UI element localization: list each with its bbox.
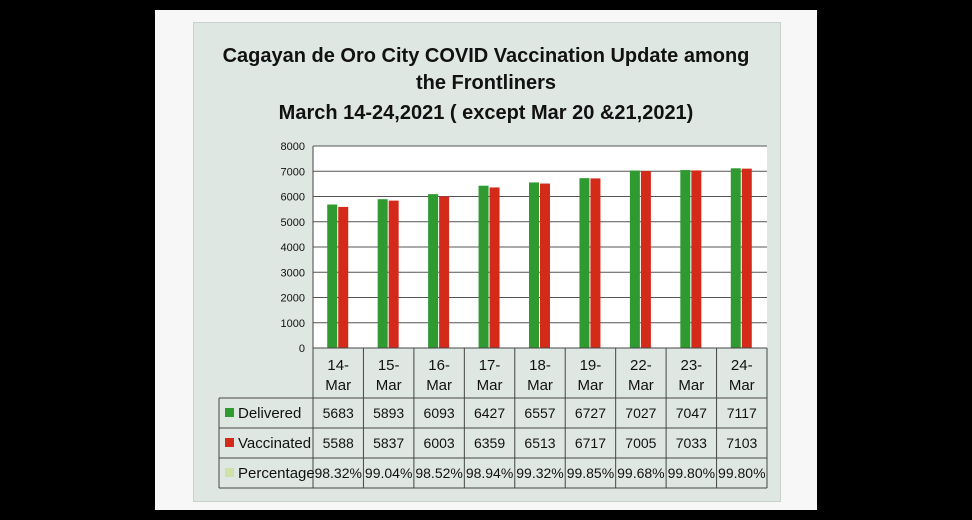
legend-label-delivered: Delivered [238, 405, 301, 422]
table-cell: 7033 [676, 435, 707, 451]
x-tick-label-day: 23- [680, 357, 702, 374]
bar-vaccinated [741, 168, 752, 348]
x-tick-label-day: 19- [580, 357, 602, 374]
x-tick-label-day: 24- [731, 357, 753, 374]
table-cell: 6557 [524, 405, 555, 421]
table-cell: 99.68% [617, 465, 664, 481]
table-cell: 7117 [727, 405, 757, 421]
y-tick-label: 2000 [281, 293, 305, 305]
x-tick-label-month: Mar [477, 377, 503, 394]
bar-vaccinated [640, 171, 651, 348]
y-tick-label: 7000 [281, 166, 305, 178]
chart-title-line-2: the Frontliners [415, 72, 556, 94]
table-cell: 5588 [323, 435, 354, 451]
table-cell: 99.80% [718, 465, 765, 481]
legend-key-percentage [225, 468, 234, 477]
x-tick-label-month: Mar [376, 377, 402, 394]
table-cell: 7027 [625, 405, 656, 421]
bar-delivered [680, 170, 691, 348]
table-cell: 7047 [676, 405, 707, 421]
table-cell: 6513 [524, 435, 555, 451]
x-tick-label-month: Mar [325, 377, 351, 394]
table-cell: 98.32% [314, 465, 361, 481]
bar-delivered [377, 199, 388, 348]
x-tick-label-month: Mar [678, 377, 704, 394]
y-tick-label: 4000 [281, 242, 305, 254]
x-tick-label-month: Mar [527, 377, 553, 394]
x-tick-label-month: Mar [729, 377, 755, 394]
x-tick-label-month: Mar [426, 377, 452, 394]
x-tick-label-day: 15- [378, 357, 400, 374]
table-cell: 99.85% [567, 465, 614, 481]
x-tick-label-day: 18- [529, 357, 551, 374]
bar-delivered [478, 185, 489, 348]
y-tick-label: 0 [299, 343, 305, 355]
bar-delivered [629, 170, 640, 348]
table-cell: 99.80% [668, 465, 715, 481]
table-cell: 99.32% [516, 465, 563, 481]
x-tick-label-month: Mar [578, 377, 604, 394]
legend-label-vaccinated: Vaccinated [238, 435, 311, 452]
slide: Cagayan de Oro City COVID Vaccination Up… [155, 10, 817, 510]
table-cell: 5893 [373, 405, 404, 421]
table-cell: 6717 [575, 435, 606, 451]
bar-vaccinated [590, 178, 601, 348]
y-tick-label: 6000 [281, 192, 305, 204]
bar-delivered [529, 182, 539, 348]
table-cell: 6427 [474, 405, 505, 421]
table-cell: 6093 [424, 405, 455, 421]
table-cell: 7103 [726, 435, 757, 451]
bar-chart: 0 1000 2000 3000 4000 5000 6000 7000 8000 14- Mar 1… [218, 141, 768, 489]
bar-delivered [428, 194, 439, 348]
y-tick-label: 3000 [281, 267, 305, 279]
y-tick-label: 8000 [281, 141, 305, 153]
legend-label-percentage: Percentage [238, 465, 315, 482]
table-cell: 7005 [625, 435, 656, 451]
bar-vaccinated [691, 170, 702, 348]
x-tick-label-month: Mar [628, 377, 654, 394]
table-cell: 98.94% [466, 465, 513, 481]
x-tick-label-day: 22- [630, 357, 652, 374]
bar-vaccinated [338, 206, 349, 348]
table-cell: 5837 [373, 435, 404, 451]
bar-vaccinated [489, 187, 500, 348]
table-cell: 6003 [424, 435, 455, 451]
bar-delivered [579, 178, 590, 348]
legend-key-vaccinated [225, 438, 234, 447]
chart-title-line-1: Cagayan de Oro City COVID Vaccination Up… [222, 45, 750, 67]
x-tick-label-day: 16- [428, 357, 450, 374]
x-tick-label-day: 14- [327, 357, 349, 374]
table-cell: 6727 [575, 405, 606, 421]
bar-vaccinated [388, 200, 399, 348]
table-cell: 99.04% [365, 465, 412, 481]
y-tick-label: 5000 [281, 217, 305, 229]
bar-vaccinated [439, 196, 450, 348]
legend-key-delivered [225, 408, 234, 417]
table-cell: 5683 [323, 405, 354, 421]
table-cell: 98.52% [415, 465, 462, 481]
y-tick-label: 1000 [281, 318, 305, 330]
bar-vaccinated [540, 183, 550, 348]
bar-delivered [730, 168, 741, 348]
table-cell: 6359 [474, 435, 505, 451]
chart-title-line-3: March 14-24,2021 ( except Mar 20 &21,202… [278, 102, 694, 124]
x-tick-label-day: 17- [479, 357, 501, 374]
bar-delivered [327, 204, 338, 348]
